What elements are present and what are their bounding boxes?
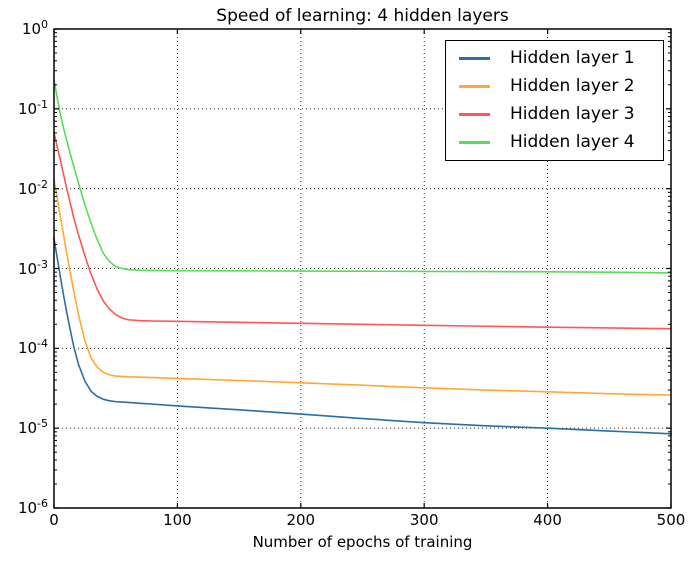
legend-label: Hidden layer 3 [510,104,635,124]
legend-item-hidden-layer-4: Hidden layer 4 [446,132,663,153]
legend-label: Hidden layer 4 [510,132,635,152]
legend: Hidden layer 1 Hidden layer 2 Hidden lay… [445,40,664,161]
legend-swatch-hidden-layer-3 [459,113,490,116]
y-tick-label: 10-2 [17,177,48,198]
series-line-hidden-layer-3 [53,132,672,330]
legend-label: Hidden layer 1 [510,48,635,68]
y-tick-label: 100 [21,18,48,38]
legend-item-hidden-layer-1: Hidden layer 1 [446,48,663,69]
y-tick-label: 10-1 [17,97,48,118]
y-tick-label: 10-4 [17,337,48,358]
series-line-hidden-layer-1 [53,237,672,435]
x-axis-label: Number of epochs of training [252,533,473,551]
series-line-hidden-layer-4 [53,79,672,274]
x-tick-label: 300 [409,511,439,529]
chart-title: Speed of learning: 4 hidden layers [216,6,509,26]
legend-swatch-hidden-layer-4 [459,141,490,144]
y-tick-label: 10-6 [17,497,48,517]
legend-label: Hidden layer 2 [510,76,635,96]
x-tick-label: 500 [656,511,686,529]
legend-item-hidden-layer-3: Hidden layer 3 [446,104,663,125]
legend-swatch-hidden-layer-1 [459,57,490,60]
x-tick-label: 400 [533,511,562,529]
series-line-hidden-layer-2 [53,178,672,396]
x-tick-label: 100 [163,511,192,529]
y-tick-label: 10-3 [17,257,48,278]
legend-swatch-hidden-layer-2 [459,85,490,88]
y-tick-label: 10-5 [17,417,48,438]
legend-item-hidden-layer-2: Hidden layer 2 [446,76,663,97]
x-tick-label: 200 [286,511,316,529]
x-tick-label: 0 [49,511,59,529]
